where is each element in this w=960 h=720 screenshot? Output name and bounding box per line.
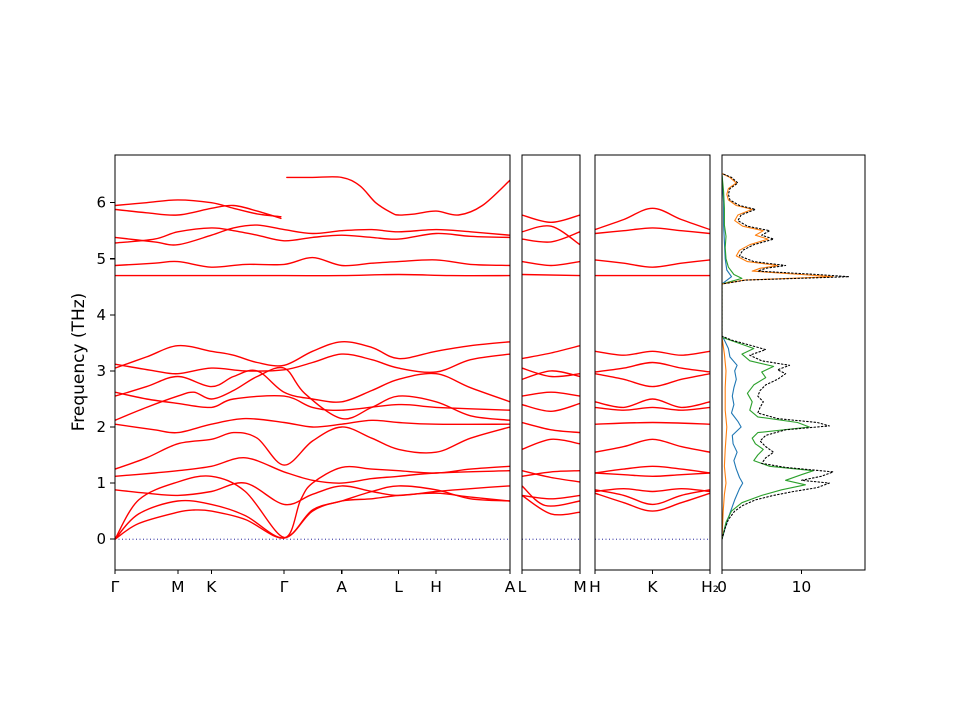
band-curve xyxy=(115,465,510,540)
band-curve xyxy=(522,494,580,500)
x-tick-label: A xyxy=(505,578,516,596)
band-curve xyxy=(115,256,510,268)
x-tick-label: Γ xyxy=(280,578,289,596)
band-curve xyxy=(115,457,510,484)
y-tick-label: 3 xyxy=(96,362,106,380)
x-tick-label: M xyxy=(573,578,586,596)
band-curve xyxy=(595,438,710,453)
y-tick-label: 1 xyxy=(96,474,106,492)
band-curve xyxy=(595,350,710,356)
band-curve xyxy=(522,345,580,360)
y-tick-label: 6 xyxy=(96,194,106,212)
density-of-states-panel: 0 10 xyxy=(717,154,866,596)
y-axis-label: Frequency (THz) xyxy=(69,293,89,432)
dos-total-curve xyxy=(722,172,850,540)
band-curve xyxy=(595,421,710,425)
band-curve xyxy=(595,361,710,373)
y-tick-label: 5 xyxy=(96,250,106,268)
band-curve xyxy=(115,426,510,470)
band-curve xyxy=(595,472,710,477)
band-curve xyxy=(522,225,580,246)
pdos-orange-curve xyxy=(722,172,834,540)
band-curve xyxy=(115,199,282,218)
x-tick-label: H₂ xyxy=(701,578,719,596)
band-curve xyxy=(595,398,710,409)
band-curve xyxy=(522,421,580,434)
band-curve xyxy=(115,353,510,375)
band-curve xyxy=(115,366,510,421)
band-curve xyxy=(522,470,580,483)
panel-frame xyxy=(114,154,511,571)
band-curve xyxy=(522,494,580,516)
x-tick-label: K xyxy=(206,578,217,596)
x-tick-label: 10 xyxy=(792,578,812,596)
band-curve xyxy=(115,227,510,244)
x-tick-label: H xyxy=(430,578,442,596)
x-tick-label: 0 xyxy=(717,578,727,596)
band-curve xyxy=(595,207,710,231)
x-tick-label: A xyxy=(336,578,347,596)
band-curve xyxy=(522,402,580,413)
band-curve xyxy=(115,224,510,246)
band-curve xyxy=(522,470,580,477)
x-tick-label: K xyxy=(647,578,658,596)
band-curve xyxy=(115,273,510,277)
band-curve xyxy=(595,489,710,506)
x-tick-label: M xyxy=(171,578,184,596)
band-curve xyxy=(595,227,710,235)
y-tick-label: 4 xyxy=(96,306,106,324)
band-curve xyxy=(115,369,510,403)
band-structure-HKH-panel: H K H₂ xyxy=(589,154,719,596)
y-tick-label: 2 xyxy=(96,418,106,436)
pdos-blue-curve xyxy=(722,174,744,540)
band-curve xyxy=(115,341,510,369)
band-curve xyxy=(115,391,510,411)
x-tick-label: H xyxy=(589,578,601,596)
band-curve xyxy=(595,406,710,411)
band-curve xyxy=(115,482,510,506)
band-curve xyxy=(522,260,580,267)
band-curve xyxy=(595,259,710,268)
band-curve xyxy=(595,465,710,474)
band-curve xyxy=(115,485,510,540)
band-curve xyxy=(522,231,580,243)
y-tick-label: 0 xyxy=(96,530,106,548)
band-curve xyxy=(595,492,710,512)
x-tick-label: L xyxy=(518,578,527,596)
x-tick-label: Γ xyxy=(111,578,120,596)
band-curve xyxy=(115,492,510,540)
panel-frame xyxy=(721,154,866,571)
band-curve xyxy=(115,204,282,220)
band-curve xyxy=(595,373,710,388)
band-curve xyxy=(522,273,580,277)
band-curve xyxy=(595,488,710,493)
band-curve xyxy=(115,417,510,434)
panel-frame xyxy=(521,154,581,571)
band-curve xyxy=(286,176,510,216)
band-curve xyxy=(522,367,580,378)
x-tick-label: L xyxy=(394,578,403,596)
pdos-green-curve xyxy=(722,174,814,540)
band-structure-main-panel: Γ M K Γ A L H A 0 1 2 3 4 5 6 xyxy=(96,154,516,596)
band-curve xyxy=(522,485,580,507)
band-curve xyxy=(522,391,580,397)
band-curve xyxy=(522,438,580,451)
band-curve xyxy=(522,214,580,223)
